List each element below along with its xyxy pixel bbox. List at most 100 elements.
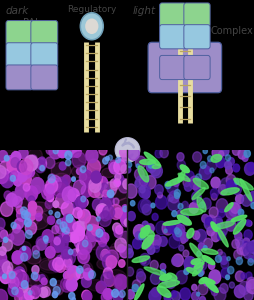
Circle shape: [183, 268, 188, 274]
Circle shape: [172, 254, 183, 266]
Circle shape: [104, 274, 115, 286]
Circle shape: [0, 168, 8, 184]
Circle shape: [148, 289, 160, 300]
Circle shape: [54, 237, 60, 245]
Ellipse shape: [13, 241, 31, 252]
Circle shape: [237, 219, 243, 227]
Circle shape: [11, 229, 25, 245]
Circle shape: [45, 247, 55, 258]
Circle shape: [126, 162, 131, 167]
Circle shape: [243, 230, 251, 240]
Circle shape: [17, 161, 27, 172]
Ellipse shape: [106, 270, 126, 288]
Circle shape: [236, 246, 243, 254]
Circle shape: [220, 146, 228, 156]
Ellipse shape: [9, 198, 31, 210]
Circle shape: [153, 240, 160, 249]
Circle shape: [49, 210, 52, 214]
Circle shape: [196, 292, 199, 296]
Circle shape: [80, 13, 103, 40]
Circle shape: [107, 190, 113, 198]
Text: light: light: [132, 6, 155, 16]
Circle shape: [209, 168, 213, 173]
Circle shape: [115, 278, 122, 286]
Circle shape: [54, 258, 61, 267]
Circle shape: [91, 225, 100, 236]
Circle shape: [174, 228, 179, 234]
Circle shape: [65, 218, 76, 232]
Circle shape: [7, 271, 17, 283]
Ellipse shape: [111, 181, 128, 200]
Circle shape: [138, 232, 144, 240]
Circle shape: [203, 217, 214, 230]
Ellipse shape: [12, 284, 37, 298]
Circle shape: [1, 202, 13, 216]
Circle shape: [35, 160, 45, 173]
Circle shape: [88, 271, 95, 279]
Circle shape: [98, 237, 106, 247]
Circle shape: [102, 190, 110, 200]
Ellipse shape: [186, 268, 197, 274]
Circle shape: [14, 218, 23, 229]
Circle shape: [81, 196, 85, 202]
Ellipse shape: [132, 256, 149, 262]
Circle shape: [10, 194, 19, 206]
Circle shape: [87, 159, 100, 175]
Circle shape: [227, 266, 233, 274]
Circle shape: [0, 251, 7, 265]
Circle shape: [213, 288, 225, 300]
Ellipse shape: [230, 215, 246, 221]
Circle shape: [94, 187, 104, 198]
Ellipse shape: [196, 197, 205, 212]
Circle shape: [77, 210, 84, 218]
Circle shape: [13, 270, 27, 286]
Circle shape: [196, 258, 206, 271]
Circle shape: [8, 276, 19, 289]
Circle shape: [195, 230, 205, 242]
Circle shape: [96, 217, 100, 221]
FancyBboxPatch shape: [183, 56, 209, 80]
Circle shape: [124, 244, 132, 254]
Circle shape: [15, 184, 27, 198]
Circle shape: [54, 236, 68, 252]
Circle shape: [33, 185, 40, 194]
Circle shape: [64, 220, 75, 233]
Circle shape: [51, 236, 64, 252]
Circle shape: [151, 287, 159, 297]
Circle shape: [63, 279, 72, 290]
Circle shape: [120, 165, 128, 173]
Circle shape: [29, 208, 35, 215]
Circle shape: [132, 284, 138, 292]
Circle shape: [228, 282, 234, 288]
Circle shape: [11, 152, 21, 163]
Circle shape: [99, 183, 109, 194]
Circle shape: [82, 290, 90, 300]
Circle shape: [239, 244, 248, 255]
Circle shape: [47, 216, 54, 224]
Circle shape: [33, 250, 39, 258]
Circle shape: [28, 201, 37, 211]
Circle shape: [39, 287, 47, 298]
Circle shape: [199, 296, 205, 300]
Circle shape: [76, 268, 84, 278]
Ellipse shape: [27, 254, 41, 264]
Circle shape: [215, 199, 227, 212]
Circle shape: [243, 247, 250, 256]
Circle shape: [68, 249, 73, 254]
Circle shape: [172, 227, 184, 241]
Ellipse shape: [30, 272, 49, 290]
Circle shape: [16, 289, 23, 297]
Circle shape: [247, 256, 253, 262]
Circle shape: [19, 159, 33, 175]
Circle shape: [25, 221, 37, 235]
Circle shape: [96, 244, 109, 260]
FancyBboxPatch shape: [6, 20, 33, 45]
Circle shape: [53, 148, 58, 154]
Circle shape: [176, 153, 183, 161]
Ellipse shape: [101, 168, 115, 178]
Circle shape: [98, 206, 105, 214]
Circle shape: [53, 257, 64, 271]
Circle shape: [3, 274, 6, 279]
Circle shape: [176, 210, 181, 216]
Circle shape: [211, 288, 217, 296]
